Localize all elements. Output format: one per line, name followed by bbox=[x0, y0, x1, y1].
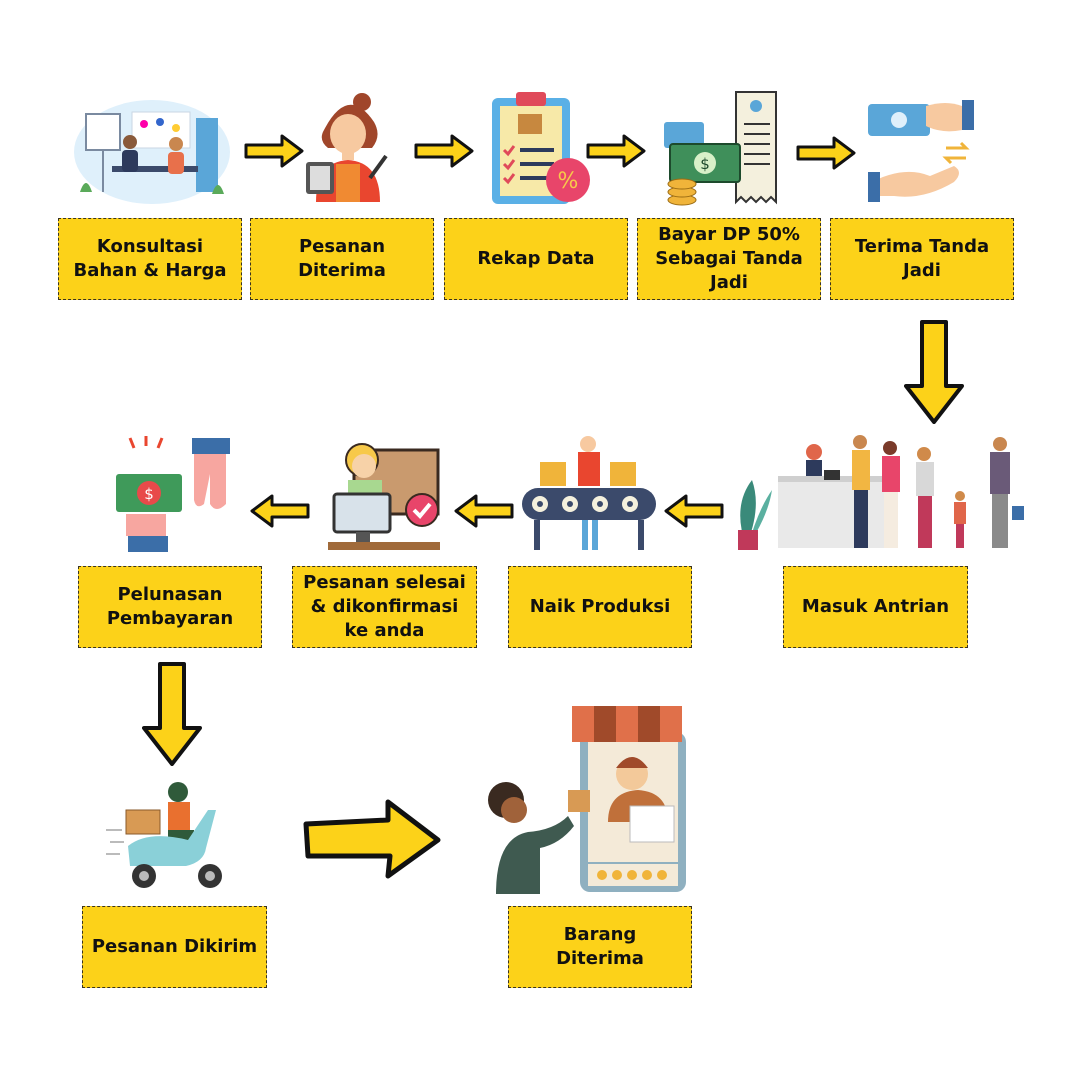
step-box-terima-tanda-jadi: Terima Tanda Jadi bbox=[830, 218, 1014, 300]
step-box-masuk-antrian: Masuk Antrian bbox=[783, 566, 968, 648]
svg-text:$: $ bbox=[700, 155, 710, 173]
clipboard-checklist-icon: % bbox=[488, 90, 594, 206]
arrow-down-2 bbox=[142, 662, 202, 766]
arrow-right-2 bbox=[414, 134, 474, 168]
confirmation-worker-icon bbox=[326, 434, 444, 552]
step-box-bayar-dp: Bayar DP 50% Sebagai Tanda Jadi bbox=[637, 218, 821, 300]
consultation-meeting-icon bbox=[72, 92, 232, 204]
step-box-rekap-data: Rekap Data bbox=[444, 218, 628, 300]
step-box-pesanan-diterima: Pesanan Diterima bbox=[250, 218, 434, 300]
step-box-pelunasan: Pelunasan Pembayaran bbox=[78, 566, 262, 648]
svg-text:%: % bbox=[558, 169, 579, 194]
arrow-right-4 bbox=[796, 136, 856, 170]
svg-text:$: $ bbox=[144, 485, 154, 503]
waitress-taking-order-icon bbox=[300, 90, 396, 206]
step-box-naik-produksi: Naik Produksi bbox=[508, 566, 692, 648]
step-box-konsultasi: Konsultasi Bahan & Harga bbox=[58, 218, 242, 300]
arrow-left-2 bbox=[454, 494, 514, 528]
step-box-pesanan-dikirim: Pesanan Dikirim bbox=[82, 906, 267, 988]
people-queue-icon bbox=[728, 434, 1024, 552]
arrow-left-1 bbox=[664, 494, 724, 528]
arrow-right-3 bbox=[586, 134, 646, 168]
arrow-down-1 bbox=[904, 320, 964, 424]
money-receipt-icon: $ bbox=[662, 88, 780, 208]
arrow-left-3 bbox=[250, 494, 310, 528]
delivery-scooter-icon bbox=[104, 780, 236, 898]
hand-receiving-money-icon bbox=[866, 96, 976, 202]
arrow-right-big bbox=[300, 798, 442, 880]
step-box-barang-diterima: Barang Diterima bbox=[508, 906, 692, 988]
arrow-right-1 bbox=[244, 134, 304, 168]
shop-receive-goods-icon bbox=[480, 702, 700, 898]
step-box-pesanan-selesai: Pesanan selesai & dikonfirmasi ke anda bbox=[292, 566, 477, 648]
payment-handover-icon: $ bbox=[112, 434, 234, 554]
production-conveyor-icon bbox=[520, 434, 660, 552]
